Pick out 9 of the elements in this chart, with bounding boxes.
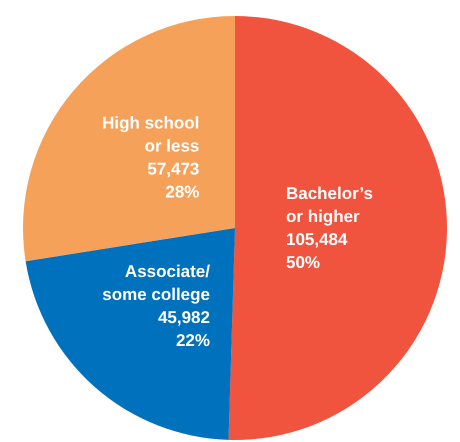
data-label: 45,982 22% [158,308,210,351]
slice-label: Bachelor’s or higher [286,184,373,227]
slice-label: Associate/ some college [102,262,210,305]
slice-label: High school or less [102,114,200,156]
data-label: 57,473 28% [147,160,200,202]
pie-slice [23,16,235,262]
pie-slice [26,228,235,440]
data-label: 105,484 50% [286,230,348,273]
pie-slice [228,16,447,440]
